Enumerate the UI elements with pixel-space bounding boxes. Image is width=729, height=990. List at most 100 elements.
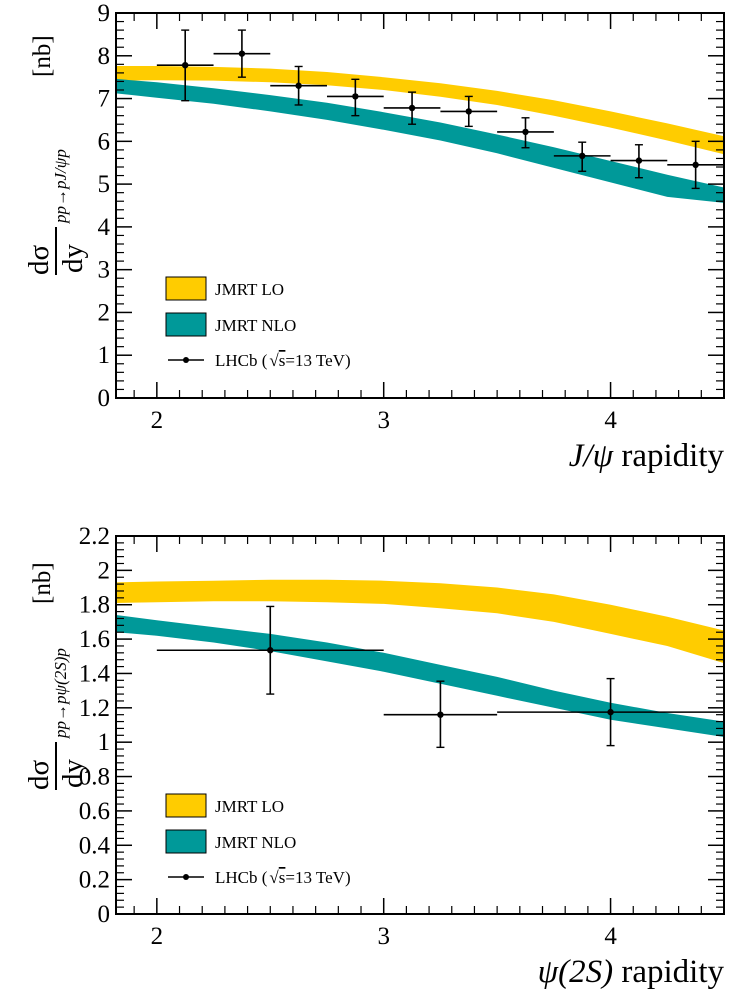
x-tick-label: 3 [377,407,390,434]
x-axis-title-text: rapidity [613,954,724,990]
legend-lhcb-label-head: LHCb ( [215,351,268,370]
y-axis-title-dy: dy [57,244,89,274]
y-tick-label: 1.8 [79,592,110,619]
data-marker [465,108,472,115]
legend-lhcb-marker [183,874,189,880]
legend-lo-swatch [165,793,207,818]
lhcb-data-point [156,29,214,102]
y-axis-title: dσ dy pp→pψ(2S)p [nb] [23,562,89,790]
y-axis-title-dsigma: dσ [23,245,55,276]
y-tick-label: 0.4 [79,832,111,859]
legend-lhcb-label-tail: =13 TeV) [285,351,350,370]
data-points-group [156,29,724,190]
y-axis-title-dsigma: dσ [23,760,55,791]
lhcb-data-point [383,91,441,125]
legend-lhcb-label-s: s [279,868,286,887]
legend: JMRT LO JMRT NLO LHCb (√s=13 TeV) [165,793,351,887]
data-marker [635,157,643,164]
data-marker [181,61,189,69]
lhcb-data-point [497,117,554,149]
y-axis-title-unit: [nb] [29,35,56,77]
y-axis-title-dy: dy [57,759,89,789]
y-tick-label: 8 [98,43,111,70]
plot-frame [115,535,725,915]
psi2s-panel: 0 0.2 0.4 0.6 0.8 1 1.2 1.4 1.6 1.8 2 2.2 2 3 4 JMRT L… [23,523,725,990]
legend-nlo-swatch [165,312,207,337]
bands-group [116,66,724,203]
data-marker [607,708,614,716]
y-tick-label: 5 [98,171,111,198]
legend-sqrt-sign: √ [269,351,279,370]
legend-nlo-label: JMRT NLO [215,833,296,852]
lhcb-data-point [497,677,724,747]
x-axis-title: ψ(2S) rapidity [538,954,725,990]
y-tick-label: 0.2 [79,867,110,894]
y-axis-title-subscript: pp→pJ/ψp [51,149,70,224]
x-axis-title: J/ψ rapidity [569,438,725,474]
lhcb-data-point [667,140,724,190]
y-tick-label: 0.8 [79,764,110,791]
legend-lhcb-label-s: s [279,351,286,370]
y-tick-label: 4 [98,214,111,241]
x-tick-label: 4 [604,407,617,434]
data-marker [408,104,416,112]
legend-lhcb-label-head: LHCb ( [215,868,268,887]
legend-nlo-swatch [165,829,207,854]
y-tick-label: 3 [98,257,111,284]
data-marker [267,647,274,654]
y-axis-title: dσ dy pp→pJ/ψp [nb] [23,35,89,275]
legend-lhcb-marker [183,357,189,363]
y-tick-label: 6 [98,128,111,155]
y-tick-label: 0 [98,385,111,412]
data-marker [295,82,302,89]
y-axis-title-subscript: pp→pψ(2S)p [51,648,70,739]
lhcb-data-point [440,95,498,128]
data-marker [579,152,586,160]
legend-lo-label: JMRT LO [215,797,284,816]
lhcb-data-point [326,78,384,117]
y-tick-label: 0.6 [79,798,110,825]
lhcb-data-point [213,29,271,78]
data-points-group [156,605,724,749]
data-marker [437,711,444,718]
lhcb-data-point [383,680,498,749]
plot-frame [115,12,725,399]
axis-ticks-group: 0 1 2 3 4 5 6 7 8 9 2 3 4 [98,0,725,434]
jpsi-panel: 0 1 2 3 4 5 6 7 8 9 2 3 4 JMRT LO JMRT NLO LHCb (√s=… [23,0,725,474]
legend-lhcb-label: LHCb (√s=13 TeV) [215,868,351,887]
y-tick-label: 0 [98,901,111,928]
x-axis-title-italic: J/ψ [569,438,614,474]
y-tick-label: 2.2 [79,523,110,550]
x-tick-label: 4 [604,923,617,950]
y-tick-label: 2 [98,557,111,584]
y-tick-label: 1.6 [79,626,110,653]
bands-group [116,579,724,737]
x-tick-label: 2 [151,923,164,950]
y-tick-label: 9 [98,0,111,27]
legend-nlo-label: JMRT NLO [215,316,296,335]
y-tick-label: 2 [98,299,111,326]
band-jmrt-lo [116,579,724,664]
lhcb-data-point [156,605,384,695]
x-tick-label: 2 [151,407,164,434]
y-axis-title-unit: [nb] [29,562,56,604]
legend-sqrt-sign: √ [269,868,279,887]
band-jmrt-lo [116,66,724,155]
legend-lhcb-label: LHCb (√s=13 TeV) [215,351,351,370]
data-marker [692,161,699,169]
band-jmrt-nlo [116,615,724,737]
lhcb-data-point [610,144,668,179]
lhcb-data-point [553,141,611,172]
legend-lo-swatch [165,276,207,301]
axis-ticks-group: 0 0.2 0.4 0.6 0.8 1 1.2 1.4 1.6 1.8 2 2.2 2 3 4 [79,523,725,950]
x-axis-title-italic: ψ(2S) [538,954,613,990]
data-marker [352,93,359,100]
y-tick-label: 1.4 [79,660,111,687]
data-marker [522,128,529,136]
lhcb-data-point [270,65,327,106]
y-tick-label: 1.2 [79,695,110,722]
x-tick-label: 3 [377,923,390,950]
legend-lo-label: JMRT LO [215,280,284,299]
legend: JMRT LO JMRT NLO LHCb (√s=13 TeV) [165,276,351,370]
